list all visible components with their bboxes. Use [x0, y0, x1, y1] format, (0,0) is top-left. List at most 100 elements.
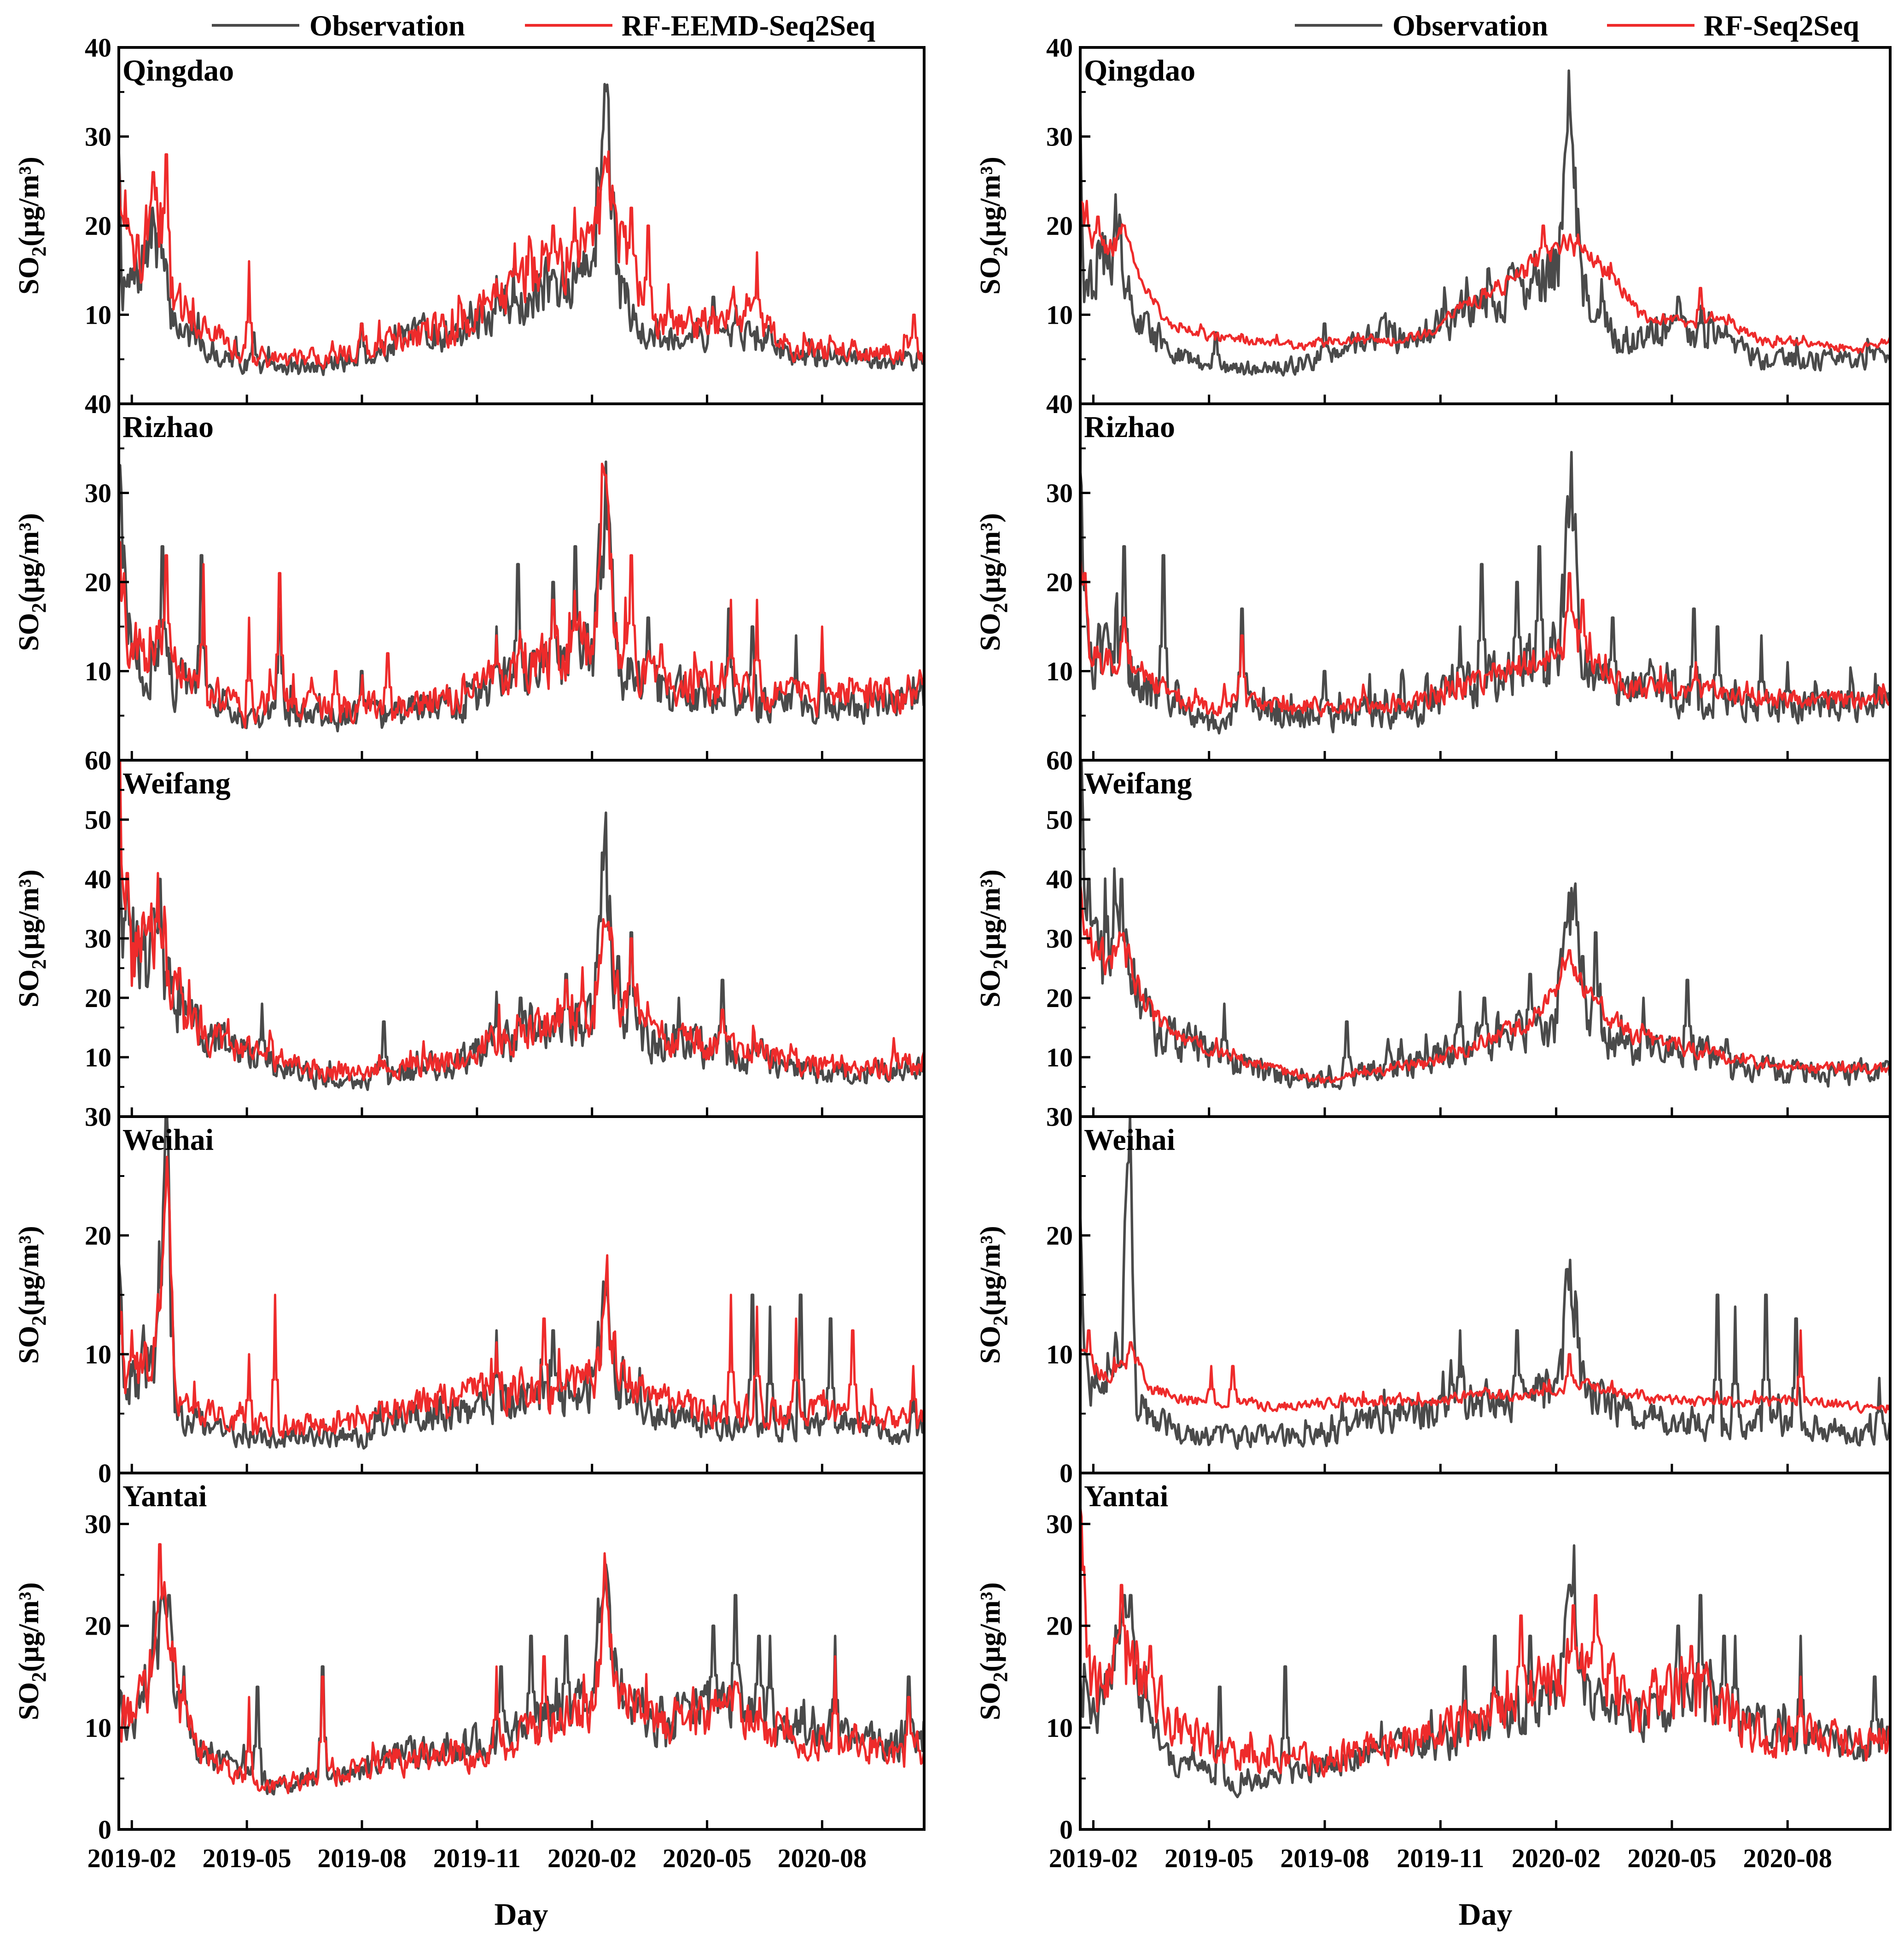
x-tick-label: 2019-08 [1280, 1843, 1369, 1873]
x-tick-label: 2020-02 [547, 1843, 636, 1873]
series-line-rf-eemd-seq2seq [119, 760, 924, 1083]
y-tick-label: 40 [1046, 33, 1073, 63]
chart-right: Observation RF-Seq2Seq 10 20 30 40 Qingdao SO… [975, 9, 1892, 1932]
x-tick-label: 2019-05 [202, 1843, 291, 1873]
x-tick-label: 2020-05 [1627, 1843, 1716, 1873]
y-tick-label: 30 [1046, 122, 1073, 152]
y-tick-label: 10 [85, 1713, 111, 1743]
x-tick-label: 2020-05 [663, 1843, 751, 1873]
panel-frame [1079, 1115, 1892, 1474]
x-tick-label: 2020-02 [1512, 1843, 1601, 1873]
panel-rizhao: 0 10 20 30 40 Rizhao SO2(μg/m³) [13, 389, 926, 775]
y-tick-label: 20 [85, 983, 111, 1013]
legend-observation-label: Observation [309, 9, 465, 42]
x-axis-label: Day [494, 1897, 548, 1932]
x-tick-label: 2019-11 [1397, 1843, 1484, 1873]
y-axis-label: SO2(μg/m³) [975, 869, 1012, 1007]
y-tick-label: 20 [1046, 983, 1073, 1013]
y-axis-label: SO2(μg/m³) [975, 513, 1012, 651]
y-tick-label: 40 [1046, 864, 1073, 894]
series-line-rf-eemd-seq2seq [119, 462, 924, 729]
y-tick-label: 30 [1046, 1102, 1073, 1132]
y-tick-label: 20 [1046, 567, 1073, 597]
y-axis-label: SO2(μg/m³) [13, 869, 50, 1007]
y-axis-label: SO2(μg/m³) [975, 1582, 1012, 1720]
panel-title: Yantai [1084, 1479, 1168, 1513]
y-tick-label: 20 [1046, 211, 1073, 241]
y-tick-label: 10 [85, 300, 111, 330]
panel-frame [1079, 1472, 1892, 1831]
x-tick-label: 2019-05 [1165, 1843, 1253, 1873]
chart-left: Observation RF-EEMD-Seq2Seq 10 20 30 40 Qing… [13, 9, 926, 1932]
y-axis-label: SO2(μg/m³) [975, 157, 1012, 295]
series-line-rf-seq2seq [1080, 199, 1890, 354]
y-tick-label: 40 [85, 864, 111, 894]
y-tick-label: 0 [98, 1815, 111, 1845]
panel-title: Weihai [1084, 1123, 1175, 1157]
series-line-rf-seq2seq [1080, 884, 1890, 1084]
y-tick-label: 10 [1046, 1339, 1073, 1369]
series-line-rf-eemd-seq2seq [119, 150, 924, 370]
y-tick-label: 30 [1046, 1509, 1073, 1539]
y-tick-label: 60 [85, 745, 111, 775]
y-axis-label: SO2(μg/m³) [13, 1582, 50, 1720]
y-tick-label: 10 [85, 1042, 111, 1072]
y-tick-label: 30 [85, 1509, 111, 1539]
panel-title: Qingdao [122, 54, 234, 87]
y-tick-label: 0 [1060, 745, 1073, 775]
y-tick-label: 30 [85, 924, 111, 954]
series-line-observation [1080, 69, 1890, 377]
y-tick-label: 10 [85, 657, 111, 687]
y-tick-label: 10 [1046, 1042, 1073, 1072]
x-tick-label: 2019-02 [1049, 1843, 1138, 1873]
series-line-rf-eemd-seq2seq [119, 1543, 924, 1794]
y-tick-label: 20 [85, 567, 111, 597]
y-tick-label: 30 [1046, 924, 1073, 954]
y-tick-label: 20 [1046, 1611, 1073, 1641]
x-tick-label: 2020-08 [778, 1843, 867, 1873]
panel-yantai: 0 10 20 30 Yantai SO2(μg/m³) [975, 1472, 1892, 1845]
panel-rizhao: 0 10 20 30 40 Rizhao SO2(μg/m³) [975, 389, 1892, 775]
series-line-observation [1080, 1544, 1890, 1799]
panel-title: Yantai [122, 1479, 207, 1513]
y-tick-label: 10 [85, 1339, 111, 1369]
y-tick-label: 40 [85, 389, 111, 419]
series-line-observation [119, 83, 924, 376]
legend-model-label: RF-Seq2Seq [1704, 9, 1859, 42]
x-tick-label: 2019-08 [317, 1843, 406, 1873]
y-tick-label: 30 [1046, 478, 1073, 508]
y-tick-label: 0 [1060, 1458, 1073, 1488]
y-axis-label: SO2(μg/m³) [13, 1226, 50, 1364]
series-line-rf-seq2seq [1080, 556, 1890, 718]
y-tick-label: 50 [1046, 805, 1073, 835]
y-tick-label: 60 [1046, 745, 1073, 775]
y-tick-label: 0 [98, 745, 111, 775]
legend-left: Observation RF-EEMD-Seq2Seq [212, 9, 875, 42]
y-axis-label: SO2(μg/m³) [13, 157, 50, 295]
y-tick-label: 40 [85, 33, 111, 63]
y-tick-label: 10 [1046, 1713, 1073, 1743]
panel-title: Rizhao [1084, 410, 1175, 444]
panel-title: Weifang [122, 767, 231, 800]
y-tick-label: 20 [1046, 1221, 1073, 1251]
y-tick-label: 50 [85, 805, 111, 835]
series-line-rf-seq2seq [1080, 1329, 1890, 1414]
panel-weihai: 0 10 20 30 Weihai SO2(μg/m³) [975, 1102, 1892, 1488]
panel-qingdao: 10 20 30 40 Qingdao SO2(μg/m³) [975, 33, 1892, 405]
y-tick-label: 0 [1060, 1815, 1073, 1845]
legend-right: Observation RF-Seq2Seq [1295, 9, 1859, 42]
panel-title: Qingdao [1084, 54, 1195, 87]
series-line-observation [119, 1563, 924, 1796]
x-axis-label: Day [1458, 1897, 1512, 1932]
panel-title: Weifang [1084, 767, 1192, 800]
x-tick-label: 2020-08 [1743, 1843, 1832, 1873]
y-tick-label: 40 [1046, 389, 1073, 419]
series-line-rf-seq2seq [1080, 1506, 1890, 1778]
series-line-rf-eemd-seq2seq [119, 1155, 924, 1439]
y-axis-label: SO2(μg/m³) [13, 513, 50, 651]
panel-weifang: 10 20 30 40 50 60 Weifang SO2(μg/m³) [975, 745, 1892, 1118]
x-tick-label: 2019-02 [87, 1843, 176, 1873]
panel-frame [1079, 46, 1892, 405]
y-tick-label: 30 [85, 1102, 111, 1132]
